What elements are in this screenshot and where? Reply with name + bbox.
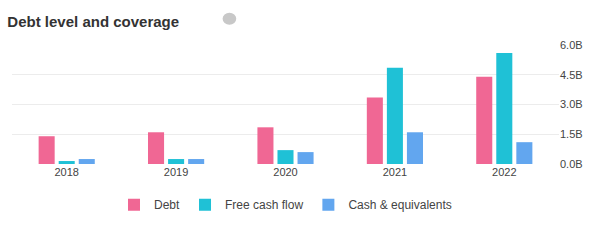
svg-text:Cash & equivalents: Cash & equivalents [348,198,451,212]
svg-text:0.0B: 0.0B [560,158,583,170]
svg-text:2021: 2021 [383,166,407,178]
svg-text:1.5B: 1.5B [560,128,583,140]
svg-text:Debt level and coverage: Debt level and coverage [7,13,179,30]
svg-text:Free cash flow: Free cash flow [225,198,303,212]
svg-text:2022: 2022 [492,166,516,178]
svg-text:3.0B: 3.0B [560,98,583,110]
svg-text:2019: 2019 [164,166,188,178]
svg-text:2020: 2020 [273,166,297,178]
svg-text:Debt: Debt [154,198,180,212]
svg-text:4.5B: 4.5B [560,69,583,81]
svg-text:2018: 2018 [54,166,78,178]
svg-text:6.0B: 6.0B [560,39,583,51]
